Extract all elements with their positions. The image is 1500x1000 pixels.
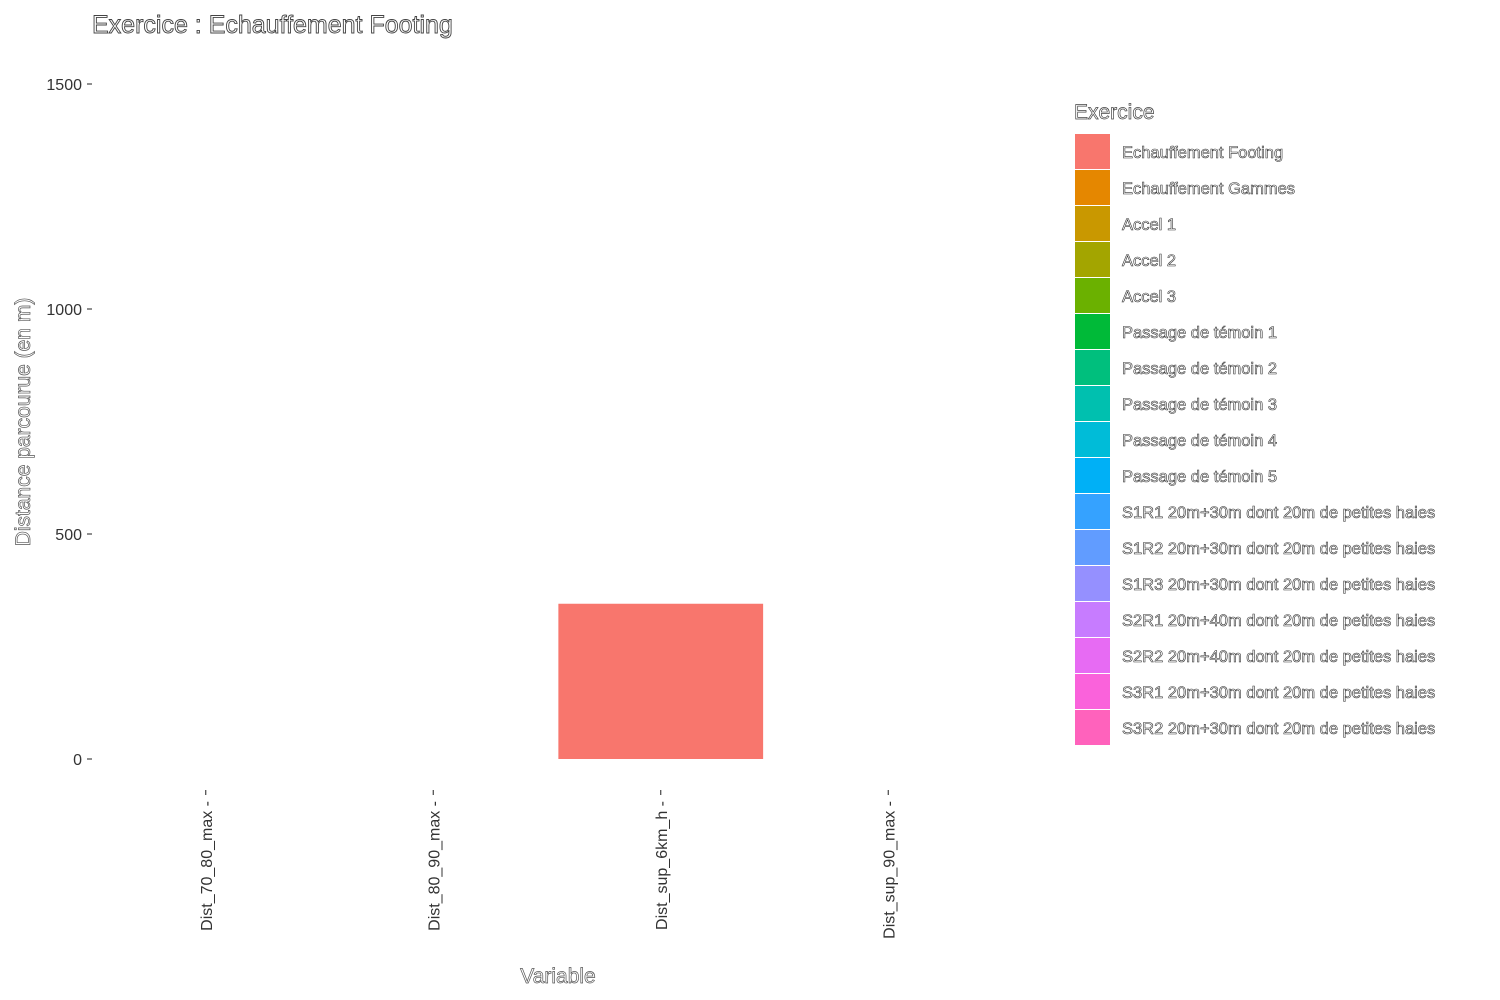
legend-key: [1075, 350, 1110, 385]
bar: [558, 603, 764, 759]
legend-title: Exercice: [1074, 101, 1155, 124]
x-tick-label: Dist_sup_90_max -: [881, 801, 898, 939]
legend-label: Passage de témoin 4: [1122, 432, 1277, 450]
legend-key: [1075, 602, 1110, 637]
legend-key: [1075, 242, 1110, 277]
legend-key: [1075, 530, 1110, 565]
legend-key: [1075, 278, 1110, 313]
legend-label: Echauffement Gammes: [1122, 180, 1295, 198]
legend-key: [1075, 458, 1110, 493]
legend-label: S2R1 20m+40m dont 20m de petites haies: [1122, 612, 1435, 630]
chart-title: Exercice : Echauffement Footing: [92, 11, 453, 39]
x-tick-label: Dist_70_80_max -: [199, 801, 216, 931]
legend-key: [1075, 494, 1110, 529]
legend: Exercice Echauffement Footing Echauffemen…: [1074, 101, 1436, 745]
legend-key: [1075, 170, 1110, 205]
x-tick-label: Dist_80_90_max -: [426, 801, 443, 931]
legend-label: Passage de témoin 5: [1122, 468, 1277, 486]
y-axis-title: Distance parcourue (en m): [12, 298, 35, 547]
y-tick-label: 1000: [46, 302, 82, 319]
y-tick-label: 500: [55, 527, 82, 544]
legend-label: S1R1 20m+30m dont 20m de petites haies: [1122, 504, 1435, 522]
legend-label: Accel 1: [1122, 216, 1176, 234]
y-tick-label: 0: [73, 752, 82, 769]
legend-label: S3R2 20m+30m dont 20m de petites haies: [1122, 720, 1435, 738]
legend-label: Echauffement Footing: [1122, 144, 1283, 162]
legend-key: [1075, 206, 1110, 241]
legend-key: [1075, 386, 1110, 421]
legend-label: S1R3 20m+30m dont 20m de petites haies: [1122, 576, 1435, 594]
legend-key: [1075, 566, 1110, 601]
legend-label: Passage de témoin 1: [1122, 324, 1277, 342]
y-tick-label: 1500: [46, 77, 82, 94]
legend-label: Accel 2: [1122, 252, 1176, 270]
legend-key: [1075, 422, 1110, 457]
legend-key: [1075, 674, 1110, 709]
legend-label: Passage de témoin 2: [1122, 360, 1277, 378]
y-axis: 0 500 1000 1500: [46, 77, 92, 769]
legend-label: S3R1 20m+30m dont 20m de petites haies: [1122, 684, 1435, 702]
plot-area: [558, 603, 764, 759]
legend-label: Passage de témoin 3: [1122, 396, 1277, 414]
legend-label: Accel 3: [1122, 288, 1176, 306]
legend-label: S1R2 20m+30m dont 20m de petites haies: [1122, 540, 1435, 558]
legend-key: [1075, 134, 1110, 169]
legend-key: [1075, 638, 1110, 673]
legend-key: [1075, 314, 1110, 349]
legend-key: [1075, 710, 1110, 745]
legend-label: S2R2 20m+40m dont 20m de petites haies: [1122, 648, 1435, 666]
x-tick-label: Dist_sup_6km_h -: [654, 801, 671, 930]
x-axis-title: Variable: [520, 965, 596, 988]
x-axis: Dist_70_80_max - Dist_80_90_max - Dist_sup…: [199, 790, 898, 939]
